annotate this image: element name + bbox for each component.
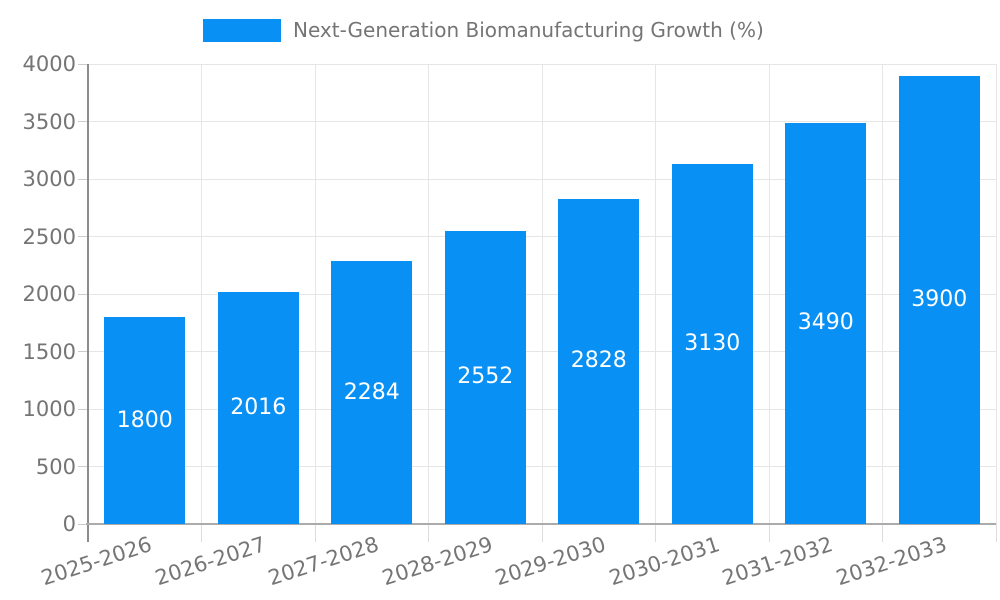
y-axis-tick — [78, 121, 88, 122]
bar-2028-2029 — [444, 230, 526, 524]
bar-value-label: 2284 — [343, 379, 400, 405]
x-axis-tick — [541, 524, 543, 542]
y-axis-tick-label: 2500 — [22, 224, 76, 249]
x-gridline — [314, 64, 316, 524]
bar-2029-2030 — [558, 198, 640, 524]
bar-value-label: 3900 — [911, 286, 968, 312]
x-axis-tick-label: 2026-2027 — [152, 532, 269, 591]
x-gridline — [428, 64, 429, 524]
y-axis-tick-label: 1000 — [22, 397, 76, 421]
y-axis-tick — [78, 351, 88, 352]
x-axis-line — [86, 523, 996, 525]
x-gridline — [995, 64, 997, 524]
x-axis-tick-label: 2031-2032 — [719, 532, 836, 591]
y-axis-tick-label: 1500 — [22, 339, 76, 364]
y-axis-tick — [78, 63, 88, 65]
x-gridline — [201, 64, 202, 524]
legend-swatch — [203, 19, 281, 42]
x-gridline — [655, 64, 656, 524]
bar-value-label: 3490 — [797, 310, 854, 336]
x-axis-tick — [428, 524, 429, 542]
legend-label: Next-Generation Biomanufacturing Growth … — [293, 18, 764, 42]
x-axis-tick — [768, 524, 770, 542]
x-gridline — [768, 64, 770, 524]
y-axis-tick-label: 4000 — [22, 52, 76, 76]
x-axis-tick-label: 2025-2026 — [38, 532, 155, 591]
x-gridline — [882, 64, 883, 524]
bar-value-label: 2828 — [570, 348, 627, 374]
y-axis-tick-label: 3000 — [22, 167, 76, 191]
y-axis-tick-label: 0 — [62, 512, 76, 536]
y-axis-line — [87, 64, 89, 542]
x-axis-tick-label: 2028-2029 — [379, 532, 496, 591]
x-axis-tick-label: 2030-2031 — [606, 532, 723, 591]
bar-2032-2033 — [898, 75, 980, 524]
bar-2026-2027 — [217, 292, 299, 524]
y-axis-tick — [78, 466, 88, 467]
x-axis-tick — [882, 524, 883, 542]
y-axis-tick-label: 500 — [35, 454, 76, 479]
x-axis-tick — [995, 524, 997, 542]
x-axis-tick — [201, 524, 202, 542]
y-axis-tick — [78, 408, 88, 410]
bar-value-label: 3130 — [684, 331, 741, 357]
bar-value-label: 2552 — [457, 364, 514, 390]
bar-2025-2026 — [104, 317, 186, 524]
y-axis-tick — [78, 293, 88, 295]
y-axis-tick — [78, 178, 88, 180]
x-axis-tick-label: 2029-2030 — [492, 532, 609, 591]
x-axis-tick-label: 2027-2028 — [265, 532, 382, 591]
y-axis-tick-label: 2000 — [22, 282, 76, 306]
y-axis-tick — [78, 236, 88, 237]
bar-2027-2028 — [331, 261, 413, 524]
bar-2031-2032 — [785, 122, 867, 524]
x-axis-tick — [655, 524, 656, 542]
x-axis-tick — [314, 524, 316, 542]
x-gridline — [541, 64, 543, 524]
bar-value-label: 2016 — [230, 395, 287, 421]
legend: Next-Generation Biomanufacturing Growth … — [203, 19, 764, 42]
y-axis-tick — [78, 523, 88, 525]
y-axis-tick-label: 3500 — [22, 109, 76, 134]
bar-2030-2031 — [671, 164, 753, 524]
bar-value-label: 1800 — [116, 407, 173, 433]
x-axis-tick-label: 2032-2033 — [833, 532, 950, 591]
